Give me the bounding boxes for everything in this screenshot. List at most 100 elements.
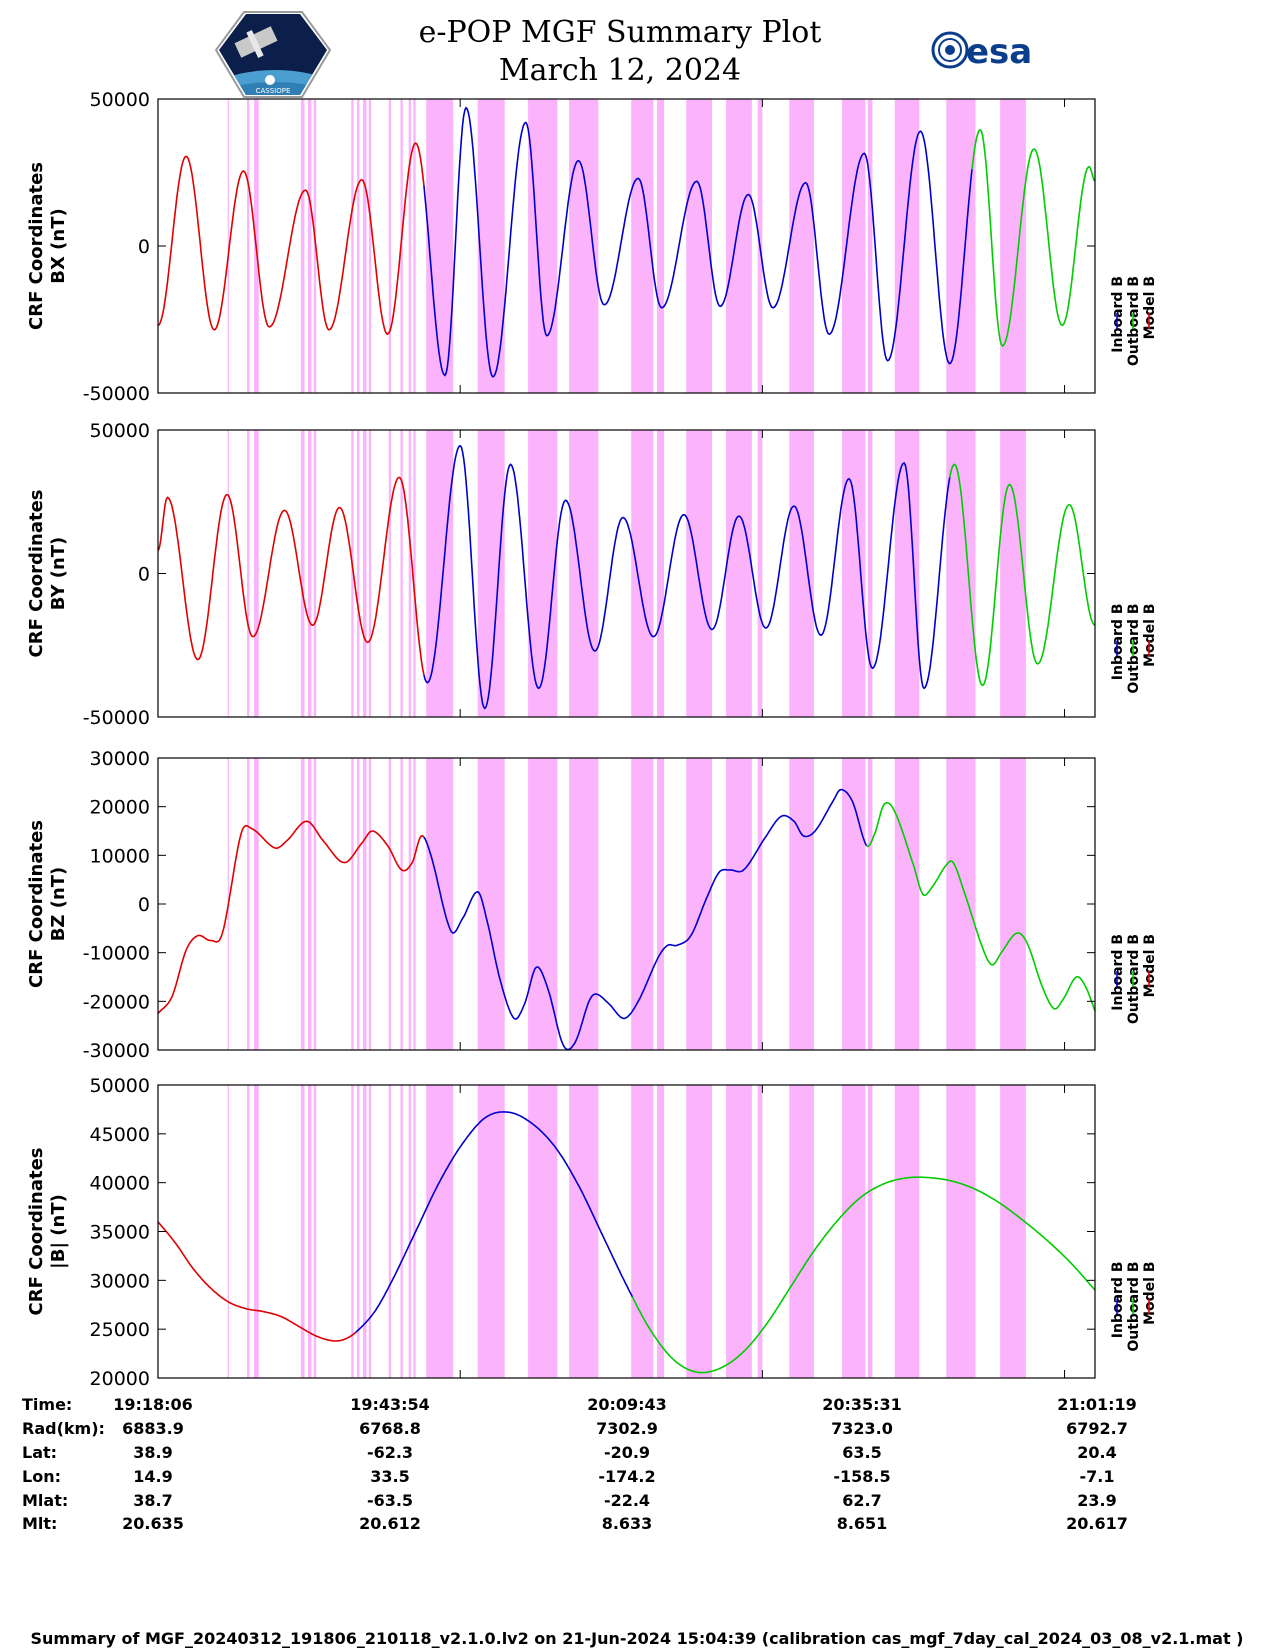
shaded-band <box>426 99 454 393</box>
series-line-model-b <box>157 142 425 336</box>
series-line-inboard-b <box>423 106 973 378</box>
shaded-band <box>307 430 312 717</box>
table-cell: 8.651 <box>837 1514 888 1533</box>
shaded-band <box>726 1085 752 1378</box>
table-row-label: Lon: <box>22 1467 61 1486</box>
panels: 50000 0 -50000 CRF CoordinatesBX (nT) Inboar… <box>26 89 1158 1390</box>
esa-logo: esa <box>931 31 1032 72</box>
time-table: Time: Rad(km): Lat: Lon: Mlat: Mlt: 19:18:06 68… <box>22 1395 1137 1533</box>
table-cell: 14.9 <box>133 1467 172 1486</box>
y-tick-label: 20000 <box>90 797 150 819</box>
y-axis-label: CRF Coordinates|B| (nT) <box>26 1148 69 1316</box>
series-line-model-b <box>157 820 425 1015</box>
table-cell: 6883.9 <box>122 1419 184 1438</box>
legend-label: Inboard B <box>1110 604 1126 681</box>
shaded-band <box>368 758 372 1050</box>
shaded-band <box>307 758 312 1050</box>
plot-date: March 12, 2024 <box>499 53 741 88</box>
series-line-outboard-b <box>949 463 1096 687</box>
y-tick-label: -10000 <box>83 943 150 965</box>
cassiope-logo: CASSIOPE <box>214 11 332 98</box>
shaded-band <box>686 430 713 717</box>
shaded-band <box>842 758 866 1050</box>
y-tick-label: 45000 <box>90 1124 150 1146</box>
table-cell: 62.7 <box>842 1491 881 1510</box>
shaded-band <box>842 99 866 393</box>
table-cell: -22.4 <box>604 1491 650 1510</box>
shaded-band <box>726 758 752 1050</box>
table-cell: 7302.9 <box>596 1419 658 1438</box>
legend-label: Model B <box>1142 276 1158 339</box>
table-cell: -63.5 <box>367 1491 413 1510</box>
y-axis-label: CRF CoordinatesBX (nT) <box>26 162 69 330</box>
shaded-band <box>247 758 250 1050</box>
y-tick-label: 0 <box>138 236 150 258</box>
shaded-band <box>528 99 558 393</box>
shaded-band <box>946 1085 976 1378</box>
legend-label: Model B <box>1142 604 1158 667</box>
table-row-label: Lat: <box>22 1443 57 1462</box>
legend-label: Model B <box>1142 1262 1158 1325</box>
shaded-band <box>413 1085 416 1378</box>
shaded-band <box>656 430 664 717</box>
y-tick-label: 20000 <box>90 1368 150 1390</box>
shaded-band <box>227 430 229 717</box>
y-axis-label: CRF CoordinatesBY (nT) <box>26 490 69 658</box>
y-tick-label: 40000 <box>90 1173 150 1195</box>
shaded-band <box>631 99 654 393</box>
shaded-band <box>686 99 713 393</box>
y-tick-label: 0 <box>138 564 150 586</box>
legend-label: Inboard B <box>1110 934 1126 1011</box>
table-cell: -62.3 <box>367 1443 413 1462</box>
shaded-band <box>789 99 814 393</box>
y-tick-label: -20000 <box>83 991 150 1013</box>
time-tick-label: 20:35:31 <box>822 1395 902 1414</box>
table-cell: 20.4 <box>1077 1443 1116 1462</box>
y-tick-label: -30000 <box>83 1040 150 1062</box>
cassiope-logo-text: CASSIOPE <box>256 87 291 95</box>
y-tick-label: -50000 <box>83 707 150 729</box>
shaded-band <box>569 430 599 717</box>
table-cell: 20.617 <box>1066 1514 1128 1533</box>
shaded-band <box>528 1085 558 1378</box>
y-tick-label: 50000 <box>90 420 150 442</box>
legend-label: Outboard B <box>1126 276 1142 366</box>
y-axis-label: CRF CoordinatesBZ (nT) <box>26 820 69 988</box>
legend-label: Inboard B <box>1110 1262 1126 1339</box>
shaded-band <box>362 1085 367 1378</box>
shaded-band <box>477 1085 505 1378</box>
time-tick-label: 19:43:54 <box>350 1395 430 1414</box>
series-line-inboard-b <box>423 788 868 1051</box>
shaded-band <box>362 99 367 393</box>
table-cell: 6768.8 <box>359 1419 421 1438</box>
time-tick-label: 20:09:43 <box>587 1395 667 1414</box>
shaded-band <box>1000 99 1026 393</box>
shaded-band <box>413 99 416 393</box>
series-line-outboard-b <box>866 802 1096 1012</box>
shaded-band <box>388 1085 392 1378</box>
shaded-band <box>247 1085 250 1378</box>
shaded-band <box>300 430 305 717</box>
table-cell: -174.2 <box>598 1467 655 1486</box>
y-tick-label: 50000 <box>90 89 150 111</box>
shaded-band <box>757 430 763 717</box>
shaded-band <box>1000 758 1026 1050</box>
panel-2: 50000 0 -50000 CRF CoordinatesBY (nT) Inboar… <box>26 420 1158 729</box>
legend: Inboard B Outboard B Model B <box>1110 604 1158 694</box>
shaded-band <box>357 99 360 393</box>
legend: Inboard B Outboard B Model B <box>1110 276 1158 366</box>
shaded-band <box>656 758 664 1050</box>
shaded-band <box>631 430 654 717</box>
shaded-band <box>757 1085 763 1378</box>
shaded-band <box>867 758 873 1050</box>
shaded-band <box>946 430 976 717</box>
series-line-model-b <box>157 1221 357 1342</box>
shaded-band <box>842 1085 866 1378</box>
shaded-band <box>351 1085 354 1378</box>
y-tick-label: 0 <box>138 894 150 916</box>
series-line-outboard-b <box>631 1176 1096 1374</box>
shaded-band <box>368 1085 372 1378</box>
table-row-label: Mlt: <box>22 1514 57 1533</box>
shaded-band <box>413 758 416 1050</box>
